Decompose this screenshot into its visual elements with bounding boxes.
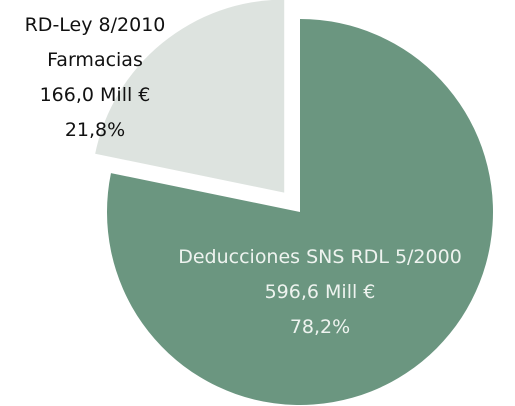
category-label: RD-Ley 8/2010 Farmacias <box>24 14 166 71</box>
value-label: 596,6 Mill € <box>264 281 376 303</box>
slice-label: Deducciones SNS RDL 5/2000 596,6 Mill € 78… <box>178 240 462 345</box>
slice-label: RD-Ley 8/2010 Farmacias 166,0 Mill € 21,8% <box>15 8 175 148</box>
category-label: Deducciones SNS RDL 5/2000 <box>178 246 462 268</box>
percent-label: 21,8% <box>64 119 126 141</box>
value-label: 166,0 Mill € <box>39 84 151 106</box>
percent-label: 78,2% <box>289 316 351 338</box>
pie-slice <box>106 19 494 405</box>
pie-slice <box>95 0 285 193</box>
